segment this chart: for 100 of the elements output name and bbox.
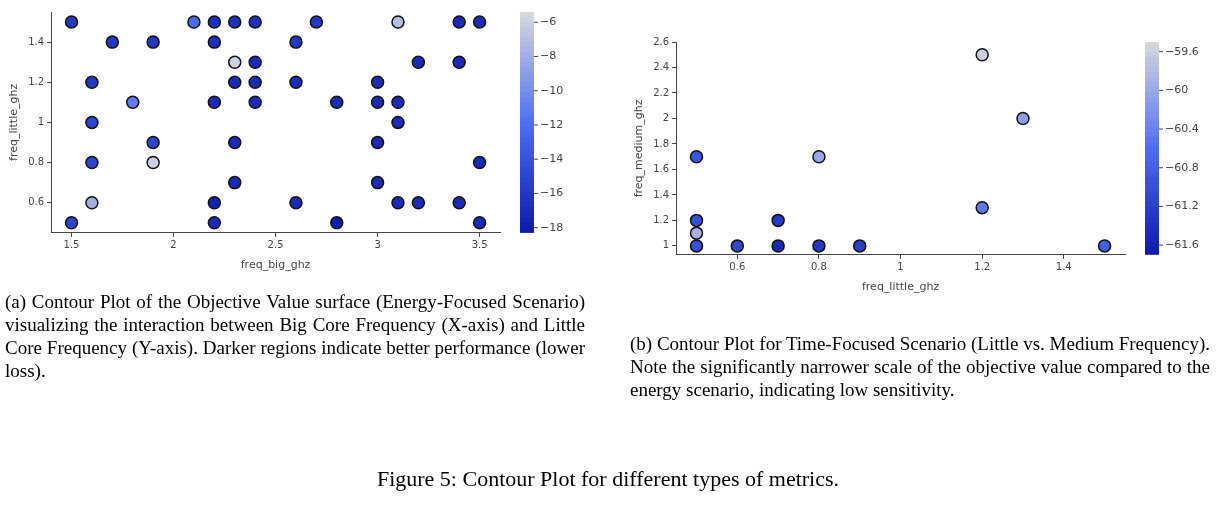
point (452, 195, 466, 210)
point (289, 75, 303, 90)
x-tick-label: 0.6 (729, 261, 746, 273)
point (248, 95, 262, 110)
point (452, 15, 466, 29)
x-axis-title: freq_little_ghz (861, 280, 940, 294)
point (472, 15, 487, 29)
point (852, 239, 867, 253)
point (207, 195, 222, 210)
point (146, 135, 160, 150)
point (391, 115, 405, 130)
text: (a) Contour Plot of the Objective Value surface (Energy-Focused Scenario) visualizing the interaction between Big Core Frequency (X-axis) and Little Core Frequency (Y-axis). Darker regions indicate better performance (lower loss). (5, 290, 585, 382)
color-bar-label: −10 (540, 83, 564, 97)
x-tick-label: 3 (374, 239, 381, 251)
x-tick-label: 1.2 (974, 261, 991, 273)
point (330, 95, 344, 110)
y-tick-label: 1.2 (28, 75, 45, 87)
color-bar-label: −6 (540, 15, 557, 29)
point (207, 35, 222, 49)
color-bar-label: −16 (540, 186, 564, 200)
color-bar-label: −60.8 (1165, 160, 1199, 174)
y-tick-label: 2 (662, 112, 670, 124)
point (207, 216, 222, 230)
point (391, 195, 405, 210)
y-tick-label: 1.6 (653, 163, 670, 175)
point (289, 195, 303, 210)
point (1016, 111, 1030, 126)
point (411, 195, 426, 210)
point (289, 35, 303, 49)
point (975, 200, 989, 215)
point (689, 213, 704, 228)
point (248, 15, 262, 29)
point (812, 149, 826, 164)
point (689, 149, 704, 164)
point (248, 55, 262, 69)
text: (b) Contour Plot for Time-Focused Scenario (Little vs. Medium Frequency). Note the significantly narrower scale of the objective value compared to the energy scenario, indicating low sensitivity. (630, 332, 1210, 401)
point (85, 155, 99, 170)
y-tick-label: 1.8 (653, 137, 670, 149)
point (330, 216, 344, 230)
point (85, 195, 99, 210)
color-bar-label: −8 (540, 49, 557, 63)
point (105, 35, 120, 49)
y-tick-label: 1.4 (653, 188, 670, 200)
point (227, 15, 242, 29)
caption: Figure 5: Contour Plot for different types of metrics. (375, 466, 841, 492)
point (64, 15, 79, 29)
x-tick-label: 1 (897, 261, 904, 273)
color-bar-label: −59.6 (1165, 44, 1199, 58)
color-bar-label: −60.4 (1165, 121, 1199, 135)
x-tick-label: 1.5 (63, 239, 80, 251)
point (391, 95, 405, 110)
point (370, 95, 385, 110)
y-tick-label: 1.4 (28, 35, 45, 47)
point (85, 115, 99, 130)
point (227, 55, 242, 69)
x-tick-label: 3.5 (471, 239, 488, 251)
x-tick-label: 2.5 (267, 239, 284, 251)
color-bar-label: −18 (540, 220, 564, 234)
point (391, 15, 405, 29)
y-tick-label: 2.2 (653, 86, 670, 98)
color-bar-label: −14 (540, 152, 564, 166)
point (248, 75, 262, 90)
point (146, 35, 160, 49)
point (472, 216, 487, 230)
y-tick-label: 1 (37, 115, 45, 127)
point (370, 135, 385, 150)
point (227, 75, 242, 90)
color-bar-label: −12 (540, 117, 564, 131)
y-axis-title: freq_little_ghz (7, 83, 21, 161)
point (227, 135, 242, 150)
point (187, 15, 201, 29)
color-bar-label: −61.6 (1165, 237, 1199, 251)
y-tick-label: 0.8 (28, 156, 45, 168)
point (64, 216, 79, 230)
y-tick-label: 0.6 (28, 196, 45, 208)
point (125, 95, 140, 110)
point (207, 15, 222, 29)
point (975, 47, 989, 62)
point (730, 239, 745, 253)
point (812, 239, 826, 253)
x-tick-label: 2 (170, 239, 177, 251)
point (309, 15, 324, 29)
y-tick-label: 2.4 (653, 61, 670, 73)
point (689, 239, 704, 253)
x-axis-title: freq_big_ghz (240, 258, 311, 272)
point (771, 213, 785, 228)
point (472, 155, 487, 170)
y-axis-title: freq_medium_ghz (632, 99, 646, 198)
point (207, 95, 222, 110)
color-bar-label: −61.2 (1165, 199, 1199, 213)
point (452, 55, 466, 69)
point (146, 155, 160, 170)
point (411, 55, 426, 69)
point (370, 175, 385, 190)
point (1097, 239, 1112, 253)
y-tick-label: 1.2 (653, 213, 670, 225)
y-tick-label: 2.6 (653, 35, 670, 47)
point (771, 239, 785, 253)
color-bar-label: −60 (1165, 83, 1189, 97)
point (227, 175, 242, 190)
